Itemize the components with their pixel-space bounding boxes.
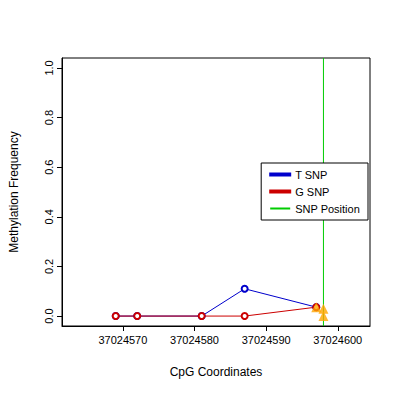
svg-text:CpG Coordinates: CpG Coordinates bbox=[170, 365, 263, 379]
svg-text:37024580: 37024580 bbox=[170, 334, 219, 346]
svg-text:0.4: 0.4 bbox=[43, 209, 55, 224]
svg-text:37024600: 37024600 bbox=[313, 334, 362, 346]
svg-text:37024570: 37024570 bbox=[98, 334, 147, 346]
svg-text:T SNP: T SNP bbox=[295, 169, 327, 181]
svg-text:0.0: 0.0 bbox=[43, 308, 55, 323]
svg-text:0.6: 0.6 bbox=[43, 160, 55, 175]
svg-text:1.0: 1.0 bbox=[43, 60, 55, 75]
svg-text:37024590: 37024590 bbox=[242, 334, 291, 346]
svg-text:SNP Position: SNP Position bbox=[295, 203, 360, 215]
svg-text:G SNP: G SNP bbox=[295, 186, 329, 198]
svg-text:0.2: 0.2 bbox=[43, 259, 55, 274]
svg-text:0.8: 0.8 bbox=[43, 110, 55, 125]
svg-text:Methylation Frequency: Methylation Frequency bbox=[7, 131, 21, 252]
